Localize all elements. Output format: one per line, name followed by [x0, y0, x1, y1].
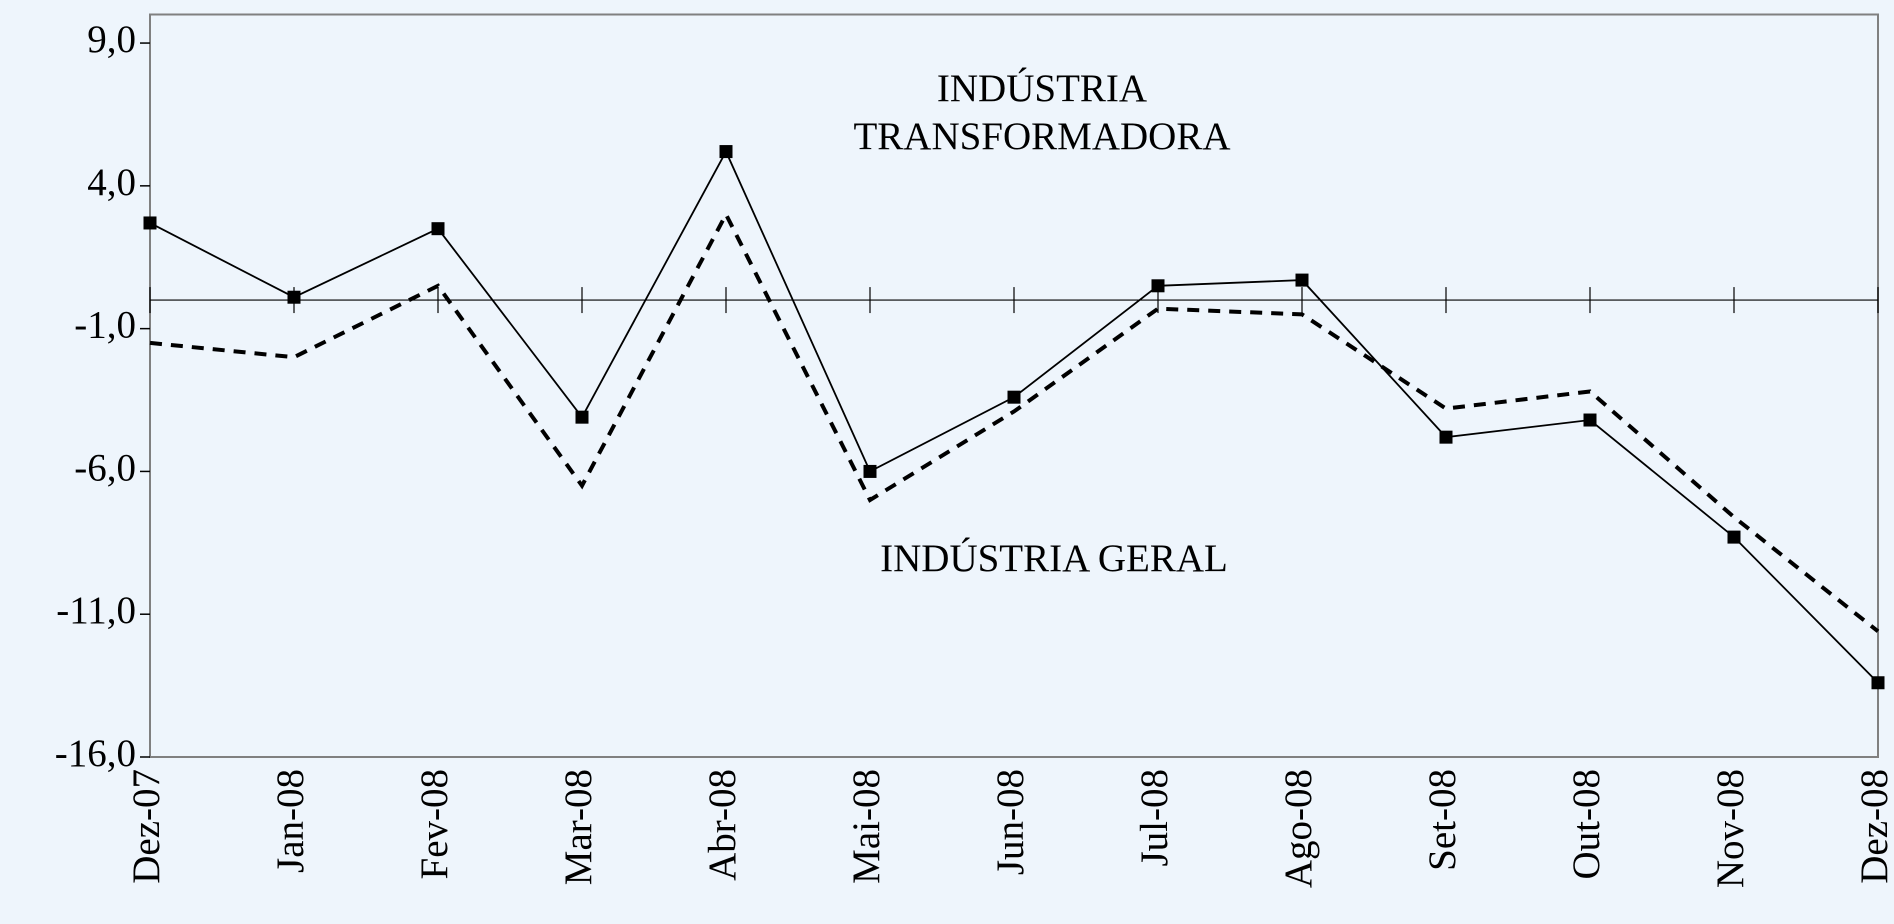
x-tick-label: Jul-08: [1133, 769, 1176, 867]
series-label: INDÚSTRIA TRANSFORMADORA: [853, 66, 1230, 158]
marker: [864, 465, 877, 478]
x-tick-label: Nov-08: [1709, 769, 1752, 888]
marker: [288, 291, 301, 304]
y-tick-label: -6,0: [74, 446, 136, 489]
y-tick-label: -16,0: [55, 732, 136, 775]
x-tick-label: Out-08: [1565, 769, 1608, 880]
x-tick-label: Dez-07: [125, 769, 168, 884]
marker: [576, 411, 589, 424]
marker: [1440, 431, 1453, 444]
marker: [1872, 676, 1885, 689]
x-tick-label: Fev-08: [413, 769, 456, 880]
marker: [1296, 274, 1309, 287]
x-tick-label: Ago-08: [1277, 769, 1320, 888]
y-tick-label: -1,0: [74, 304, 136, 347]
x-tick-label: Jan-08: [269, 769, 312, 873]
x-tick-label: Mar-08: [557, 769, 600, 885]
marker: [144, 216, 157, 229]
chart: 9,0 4,0 -1,0 -6,0 -11,0 -16,0Dez-07 Jan-08 Fev-…: [0, 0, 1894, 924]
x-tick-label: Abr-08: [701, 769, 744, 881]
x-tick-label: Jun-08: [989, 769, 1032, 875]
y-tick-label: 9,0: [87, 18, 136, 61]
series-label-line: TRANSFORMADORA: [853, 115, 1230, 158]
x-tick-label: Set-08: [1421, 769, 1464, 871]
marker: [720, 145, 733, 158]
y-tick-label: 4,0: [87, 161, 136, 204]
marker: [1728, 531, 1741, 544]
x-tick-label: Mai-08: [845, 769, 888, 884]
series-label-line: INDÚSTRIA: [937, 66, 1147, 110]
marker: [432, 222, 445, 235]
marker: [1152, 279, 1165, 292]
series-label: INDÚSTRIA GERAL: [880, 536, 1228, 580]
marker: [1584, 414, 1597, 427]
x-tick-label: Dez-08: [1853, 769, 1894, 884]
marker: [1008, 391, 1021, 404]
y-tick-label: -11,0: [56, 589, 136, 632]
